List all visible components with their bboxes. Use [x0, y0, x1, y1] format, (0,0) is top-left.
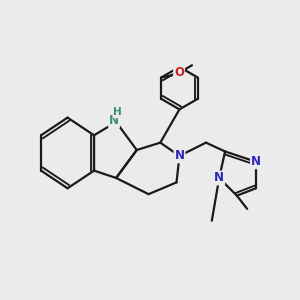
Text: N: N: [174, 149, 184, 162]
Text: N: N: [214, 172, 224, 184]
Text: H: H: [113, 107, 122, 117]
Text: N: N: [109, 114, 119, 127]
Text: N: N: [251, 155, 261, 168]
Text: O: O: [174, 66, 184, 79]
